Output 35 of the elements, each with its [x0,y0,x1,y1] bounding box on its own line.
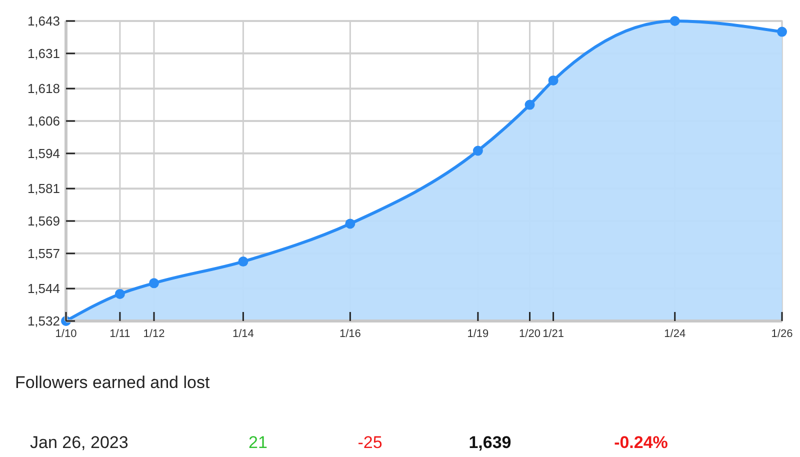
y-tick-label: 1,606 [27,114,60,129]
point [148,278,159,288]
text: 1,639 [468,433,512,452]
point [524,100,535,110]
y-tick-label: 1,569 [27,214,60,229]
x-tick-label: 1/12 [143,328,165,340]
x-tick-label: 1/26 [771,328,793,340]
x-tick-label: 1/16 [339,328,361,340]
text: -25 [358,433,382,452]
x-tick-label: 1/19 [467,328,489,340]
text: 21 [248,433,268,452]
x-tick-label: 1/14 [232,328,254,340]
point [238,256,248,267]
x-tick-label: 1/11 [110,328,130,340]
point [114,288,125,299]
point [345,218,356,229]
y-tick-label: 1,544 [27,281,60,296]
y-tick-label: 1,643 [27,14,60,29]
x-tick-label: 1/10 [55,328,77,340]
x-tick-label: 1/24 [664,328,686,340]
x-tick-label: 1/20 [519,328,540,340]
point [548,75,558,86]
y-tick-label: 1,581 [27,181,60,196]
text: -0.24% [614,433,668,452]
text: Jan 26, 2023 [30,433,128,452]
y-tick-label: 1,594 [27,146,60,161]
y-tick-label: 1,618 [27,81,60,96]
y-tick-label: 1,532 [27,314,60,329]
y-tick-label: 1,557 [27,246,60,261]
x-tick-label: 1/21 [542,328,564,340]
text: Followers earned and lost [15,373,210,392]
point [670,16,680,26]
y-tick-label: 1,631 [27,46,60,61]
point [472,146,483,156]
point [777,26,787,37]
